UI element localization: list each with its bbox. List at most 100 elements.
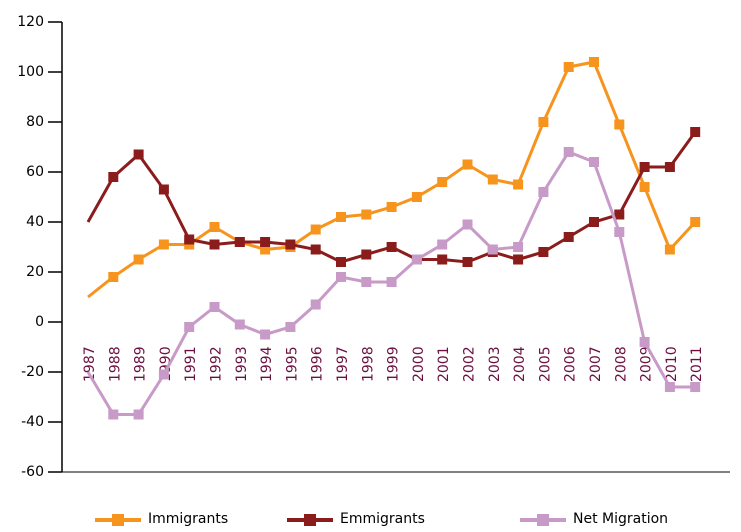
- marker: [310, 244, 321, 255]
- marker: [234, 319, 245, 330]
- marker: [614, 209, 625, 220]
- marker: [589, 217, 599, 227]
- marker: [437, 239, 448, 250]
- marker: [336, 212, 346, 222]
- y-tick-label: -60: [21, 464, 44, 480]
- y-tick-label: 40: [26, 214, 44, 230]
- marker: [133, 254, 144, 265]
- x-tick-label: 1991: [183, 346, 199, 382]
- x-tick-label: 1999: [386, 346, 402, 382]
- y-tick-label: 0: [35, 314, 44, 330]
- marker: [260, 244, 271, 255]
- marker: [184, 322, 195, 332]
- x-tick-label: 2010: [664, 346, 680, 382]
- legend-label: Net Migration: [573, 511, 668, 527]
- marker: [589, 157, 599, 167]
- x-tick-label: 2008: [613, 346, 629, 382]
- marker: [664, 382, 675, 392]
- marker: [639, 182, 650, 192]
- marker: [538, 187, 549, 197]
- legend-label: Emmigrants: [340, 511, 425, 527]
- marker: [513, 254, 524, 265]
- marker: [310, 224, 321, 235]
- marker: [386, 277, 397, 287]
- marker: [184, 234, 195, 245]
- x-tick-label: 1988: [107, 346, 123, 382]
- marker: [462, 219, 473, 230]
- marker: [386, 202, 397, 212]
- legend-marker: [537, 514, 549, 526]
- marker: [437, 177, 448, 187]
- x-tick-label: 1997: [335, 346, 351, 382]
- marker: [639, 162, 650, 172]
- x-tick-label: 1992: [209, 346, 225, 382]
- marker: [538, 247, 549, 257]
- marker: [260, 237, 271, 247]
- marker: [310, 299, 321, 310]
- marker: [513, 179, 524, 190]
- y-tick-label: -40: [21, 414, 44, 430]
- marker: [690, 382, 701, 392]
- marker: [234, 237, 245, 247]
- marker: [563, 62, 574, 72]
- y-tick-label: 100: [17, 64, 44, 80]
- marker: [336, 257, 346, 267]
- marker: [639, 337, 650, 347]
- x-tick-label: 2004: [512, 346, 528, 382]
- y-tick-label: 120: [17, 14, 44, 30]
- x-tick-label: 1995: [284, 346, 300, 382]
- marker: [411, 192, 422, 202]
- marker: [361, 209, 372, 220]
- marker: [487, 174, 498, 185]
- marker: [513, 242, 524, 252]
- legend-label: Immigrants: [148, 511, 228, 527]
- x-tick-label: 1998: [360, 346, 376, 382]
- marker: [487, 244, 498, 255]
- marker: [462, 257, 473, 267]
- x-tick-label: 2009: [639, 346, 655, 382]
- y-tick-label: 80: [26, 114, 44, 130]
- marker: [563, 232, 574, 242]
- x-tick-label: 2006: [563, 346, 579, 382]
- marker: [361, 249, 372, 260]
- marker: [563, 147, 574, 157]
- marker: [285, 322, 296, 332]
- legend-marker: [112, 514, 124, 526]
- x-tick-label: 1993: [234, 346, 250, 382]
- marker: [589, 57, 599, 67]
- marker: [336, 272, 346, 282]
- marker: [462, 159, 473, 170]
- x-tick-label: 2000: [411, 346, 427, 382]
- x-tick-label: 1989: [133, 346, 149, 382]
- marker: [664, 244, 675, 255]
- marker: [133, 409, 144, 420]
- series-line: [87, 60, 697, 299]
- x-tick-label: 1994: [259, 346, 275, 382]
- marker: [158, 369, 169, 380]
- x-tick-label: 2011: [689, 346, 705, 382]
- marker: [361, 277, 372, 287]
- x-tick-label: 2007: [588, 346, 604, 382]
- marker: [386, 242, 397, 252]
- x-tick-label: 2003: [487, 346, 503, 382]
- marker: [133, 149, 144, 160]
- marker: [614, 119, 625, 130]
- x-tick-label: 2001: [436, 346, 452, 382]
- x-tick-label: 1996: [310, 346, 326, 382]
- marker: [209, 222, 220, 232]
- marker: [108, 172, 119, 182]
- x-tick-label: 2002: [462, 346, 478, 382]
- marker: [209, 302, 220, 312]
- marker: [158, 184, 169, 195]
- legend-marker: [304, 514, 316, 526]
- marker: [437, 254, 448, 265]
- y-tick-label: 60: [26, 164, 44, 180]
- marker: [209, 239, 220, 250]
- marker: [538, 117, 549, 127]
- marker: [411, 254, 422, 265]
- marker: [285, 239, 296, 250]
- marker: [614, 227, 625, 237]
- x-tick-label: 1987: [82, 346, 98, 382]
- y-tick-label: -20: [21, 364, 44, 380]
